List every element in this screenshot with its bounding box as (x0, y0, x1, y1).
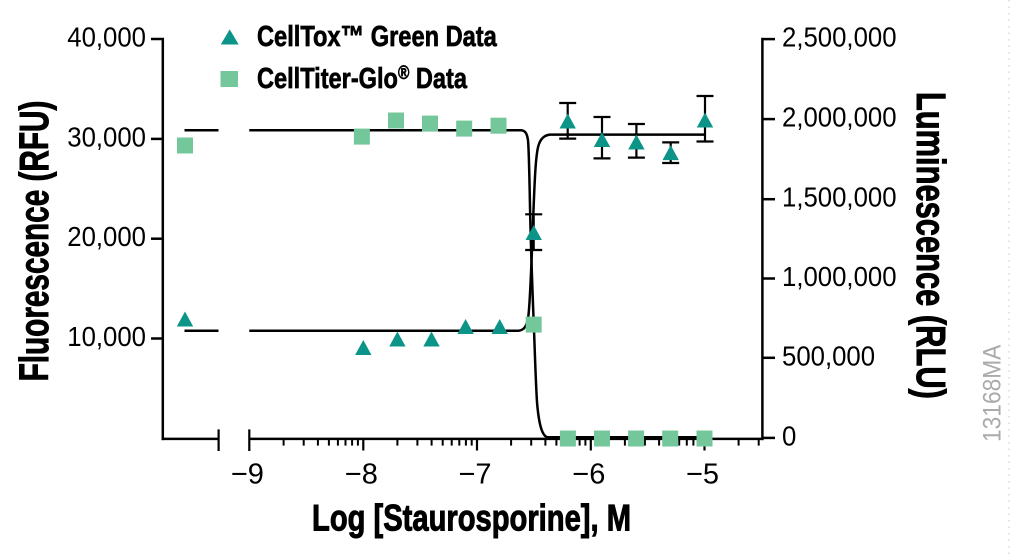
svg-text:40,000: 40,000 (67, 22, 146, 53)
svg-text:1,500,000: 1,500,000 (782, 182, 897, 213)
svg-text:Luminescence (RLU): Luminescence (RLU) (908, 92, 954, 399)
svg-text:10,000: 10,000 (67, 321, 146, 352)
svg-text:−6: −6 (572, 459, 605, 491)
svg-text:Log [Staurosporine], M: Log [Staurosporine], M (312, 498, 631, 539)
svg-text:2,000,000: 2,000,000 (782, 102, 897, 133)
svg-text:0: 0 (782, 420, 796, 451)
svg-text:13168MA: 13168MA (979, 345, 1007, 442)
svg-text:Fluorescence (RFU): Fluorescence (RFU) (11, 101, 57, 382)
svg-text:−8: −8 (345, 459, 378, 491)
svg-text:−9: −9 (231, 459, 264, 491)
svg-text:500,000: 500,000 (782, 340, 875, 371)
svg-text:CellTox™ Green Data: CellTox™ Green Data (257, 20, 497, 53)
svg-text:−7: −7 (458, 459, 491, 491)
svg-text:30,000: 30,000 (67, 121, 146, 152)
svg-text:2,500,000: 2,500,000 (782, 22, 897, 53)
svg-text:1,000,000: 1,000,000 (782, 261, 897, 292)
svg-text:−5: −5 (686, 459, 719, 491)
svg-text:20,000: 20,000 (67, 221, 146, 252)
svg-text:CellTiter-Glo® Data: CellTiter-Glo® Data (257, 61, 467, 94)
